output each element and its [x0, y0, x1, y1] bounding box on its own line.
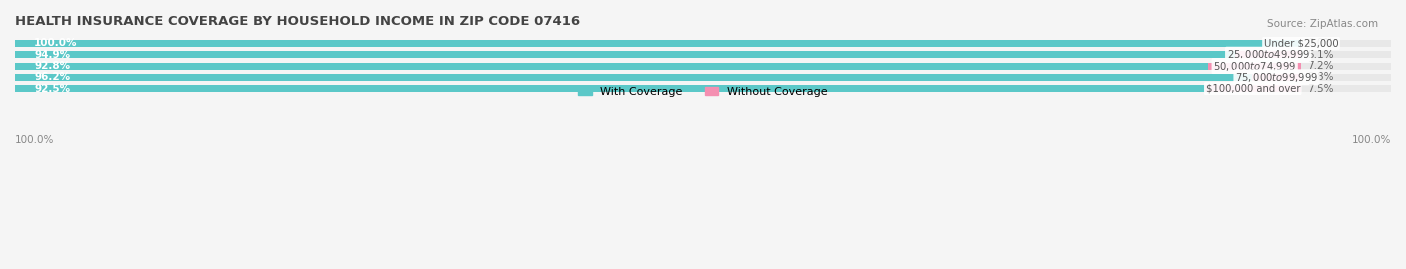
Text: Source: ZipAtlas.com: Source: ZipAtlas.com	[1267, 19, 1378, 29]
Bar	[15, 74, 1253, 81]
Bar	[1236, 51, 1301, 58]
Bar	[1205, 85, 1301, 92]
Text: $100,000 and over: $100,000 and over	[1205, 84, 1301, 94]
Bar	[15, 85, 1205, 92]
Bar	[15, 51, 1236, 58]
Text: $50,000 to $74,999: $50,000 to $74,999	[1213, 59, 1296, 73]
Bar	[15, 85, 1391, 92]
Bar	[15, 51, 1391, 58]
Bar	[15, 74, 1391, 81]
Text: 3.8%: 3.8%	[1308, 72, 1334, 82]
Bar	[1208, 62, 1301, 69]
Text: 0.0%: 0.0%	[1308, 38, 1334, 48]
Bar	[1253, 74, 1301, 81]
Text: 92.8%: 92.8%	[34, 61, 70, 71]
Text: 92.5%: 92.5%	[34, 84, 70, 94]
Text: 7.2%: 7.2%	[1308, 61, 1334, 71]
Text: 7.5%: 7.5%	[1308, 84, 1334, 94]
Text: 100.0%: 100.0%	[1351, 135, 1391, 145]
Bar	[15, 40, 1301, 47]
Text: 94.9%: 94.9%	[34, 50, 70, 60]
Legend: With Coverage, Without Coverage: With Coverage, Without Coverage	[574, 82, 832, 101]
Text: 100.0%: 100.0%	[34, 38, 77, 48]
Bar	[15, 62, 1391, 69]
Text: HEALTH INSURANCE COVERAGE BY HOUSEHOLD INCOME IN ZIP CODE 07416: HEALTH INSURANCE COVERAGE BY HOUSEHOLD I…	[15, 15, 581, 28]
Bar	[15, 62, 1208, 69]
Text: $75,000 to $99,999: $75,000 to $99,999	[1234, 71, 1319, 84]
Text: 5.1%: 5.1%	[1308, 50, 1334, 60]
Text: 100.0%: 100.0%	[15, 135, 55, 145]
Text: 96.2%: 96.2%	[34, 72, 70, 82]
Text: Under $25,000: Under $25,000	[1264, 38, 1339, 48]
Bar	[15, 40, 1391, 47]
Text: $25,000 to $49,999: $25,000 to $49,999	[1226, 48, 1310, 61]
